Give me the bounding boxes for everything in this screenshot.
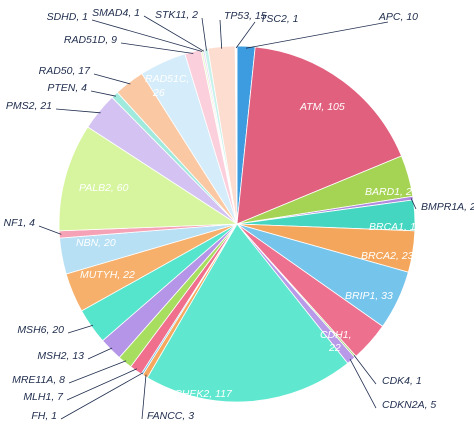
slice-label-smad4: SMAD4, 1 bbox=[92, 7, 140, 19]
leader-line-nf1 bbox=[38, 225, 62, 235]
slice-label-cdh1-line2: 22 bbox=[328, 342, 341, 354]
slice-label-bmpr1a: BMPR1A, 2 bbox=[421, 201, 474, 213]
leader-line-msh6 bbox=[67, 324, 94, 334]
leader-line-msh2 bbox=[87, 347, 113, 360]
leader-lines bbox=[38, 15, 417, 420]
leader-line-mlh1 bbox=[66, 368, 138, 401]
slice-label-brca1: BRCA1, 17 bbox=[369, 221, 423, 233]
leader-line-tp53 bbox=[219, 19, 223, 49]
pie-slice-tsc2 bbox=[234, 45, 238, 225]
slice-label-cdh1: CDH1, bbox=[320, 329, 352, 341]
slice-label-mutyh: MUTYH, 22 bbox=[80, 269, 135, 281]
slice-label-rad51d: RAD51D, 9 bbox=[64, 34, 117, 46]
leader-line-fancc bbox=[141, 374, 147, 420]
pie-slices bbox=[58, 45, 416, 403]
slice-label-brca2: BRCA2, 23 bbox=[361, 250, 414, 262]
slice-label-brip1: BRIP1, 33 bbox=[345, 290, 393, 302]
leader-line-pten bbox=[90, 90, 116, 97]
slice-label-bard1: BARD1, 23 bbox=[365, 186, 418, 198]
slice-label-palb2: PALB2, 60 bbox=[79, 182, 129, 194]
slice-label-atm: ATM, 105 bbox=[299, 101, 345, 113]
leader-line-apc bbox=[245, 21, 389, 49]
slice-label-msh6: MSH6, 20 bbox=[17, 324, 64, 336]
pie-slice-palb2 bbox=[58, 126, 239, 232]
slice-label-tsc2: TSC2, 1 bbox=[260, 13, 299, 25]
slice-label-cdkn2a: CDKN2A, 5 bbox=[382, 399, 436, 411]
leader-line-stk11 bbox=[201, 17, 207, 51]
slice-label-fh: FH, 1 bbox=[31, 410, 57, 422]
slice-label-pten: PTEN, 4 bbox=[47, 82, 87, 94]
slice-label-mlh1: MLH1, 7 bbox=[23, 391, 64, 403]
slice-label-nf1: NF1, 4 bbox=[3, 217, 35, 229]
slice-label-tp53: TP53, 15 bbox=[224, 10, 267, 22]
leader-line-fh bbox=[60, 372, 144, 420]
slice-label-pms2: PMS2, 21 bbox=[6, 100, 52, 112]
slice-label-nbn: NBN, 20 bbox=[76, 237, 116, 249]
leader-line-pms2 bbox=[55, 108, 101, 114]
leader-line-cdk4 bbox=[353, 355, 377, 385]
leader-line-smad4 bbox=[143, 15, 205, 52]
slice-label-mre11a: MRE11A, 8 bbox=[12, 374, 65, 386]
slice-label-stk11: STK11, 2 bbox=[155, 9, 198, 21]
slice-label-apc: APC, 10 bbox=[378, 11, 418, 23]
leader-line-mre11a bbox=[68, 360, 127, 384]
pie-slice-chek2 bbox=[146, 223, 349, 403]
leader-line-tsc2 bbox=[235, 21, 256, 49]
pie-slice-atm bbox=[236, 46, 403, 225]
slice-label-rad51c-line2: 26 bbox=[152, 87, 165, 99]
leader-line-sdhd bbox=[91, 19, 203, 52]
slice-label-chek2: CHEK2, 117 bbox=[174, 388, 233, 400]
leader-line-rad51d bbox=[120, 42, 194, 54]
leader-line-bmpr1a bbox=[410, 198, 417, 210]
slice-label-rad50: RAD50, 17 bbox=[39, 65, 92, 77]
slice-label-rad51c: RAD51C, bbox=[145, 73, 189, 85]
leader-line-cdkn2a bbox=[349, 358, 377, 409]
slice-label-cdk4: CDK4, 1 bbox=[382, 375, 422, 387]
slice-label-sdhd: SDHD, 1 bbox=[47, 11, 88, 23]
leader-line-rad50 bbox=[93, 73, 131, 85]
slice-label-msh2: MSH2, 13 bbox=[37, 350, 84, 362]
slice-label-fancc: FANCC, 3 bbox=[147, 410, 194, 422]
